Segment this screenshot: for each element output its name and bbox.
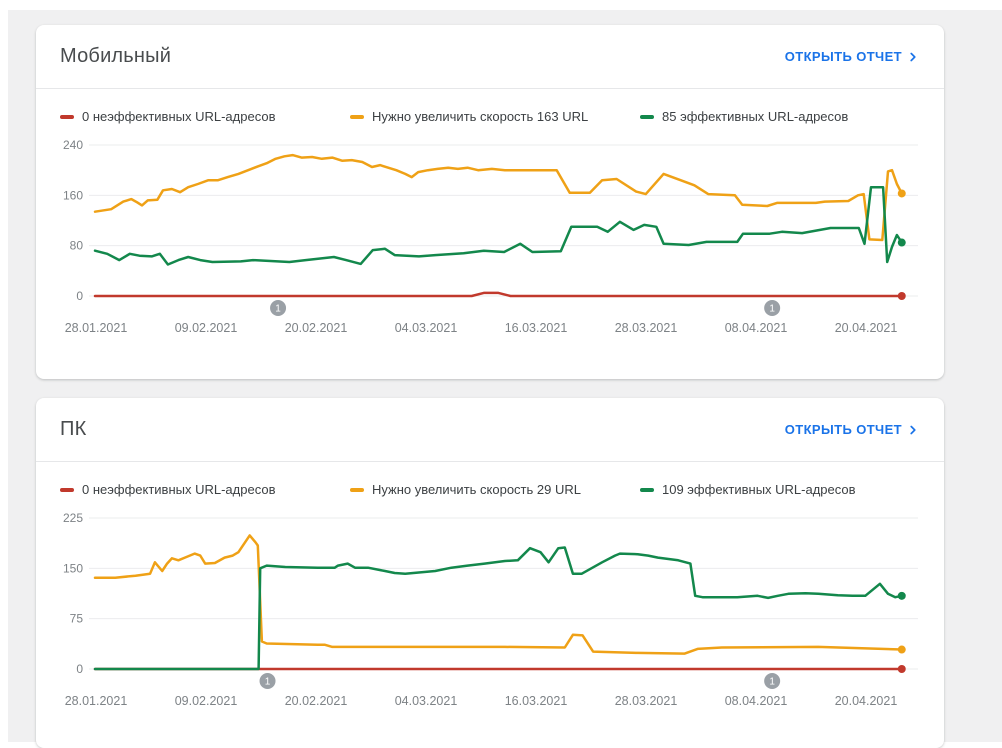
card-mobile: Мобильный ОТКРЫТЬ ОТЧЕТ 0 неэффективных … <box>36 25 944 379</box>
card-desktop-title: ПК <box>60 418 87 440</box>
annotation-marker-label: 1 <box>769 304 775 315</box>
x-axis-date-label: 04.03.2021 <box>395 321 458 335</box>
x-axis-date-label: 28.01.2021 <box>65 694 128 708</box>
annotation-marker[interactable] <box>259 673 276 689</box>
legend-item-needs-improvement[interactable]: Нужно увеличить скорость 163 URL <box>350 109 640 124</box>
legend-item-good[interactable]: 109 эффективных URL-адресов <box>640 482 930 497</box>
legend-label: 0 неэффективных URL-адресов <box>82 109 276 124</box>
card-mobile-title: Мобильный <box>60 45 172 67</box>
legend-item-poor[interactable]: 0 неэффективных URL-адресов <box>60 482 350 497</box>
open-report-link-desktop[interactable]: ОТКРЫТЬ ОТЧЕТ <box>785 422 920 437</box>
legend-item-poor[interactable]: 0 неэффективных URL-адресов <box>60 109 350 124</box>
x-axis-date-label: 28.01.2021 <box>65 321 128 335</box>
series-line-green <box>93 546 904 671</box>
legend-label: 0 неэффективных URL-адресов <box>82 482 276 497</box>
legend-desktop: 0 неэффективных URL-адресов Нужно увелич… <box>36 462 944 497</box>
header-divider <box>36 461 944 462</box>
card-desktop: ПК ОТКРЫТЬ ОТЧЕТ 0 неэффективных URL-адр… <box>36 398 944 748</box>
annotation-marker-label: 1 <box>265 677 271 688</box>
series-line-red <box>93 291 904 298</box>
legend-dash-red-icon <box>60 487 74 492</box>
desktop-urls-line-chart[interactable]: 225 150 75 0 1 1 28.01.2021 09.02.2021 20.02.202… <box>36 503 944 715</box>
y-axis-tick-label: 150 <box>63 561 83 575</box>
x-axis-date-label: 16.03.2021 <box>505 321 568 335</box>
legend-label: Нужно увеличить скорость 163 URL <box>372 109 589 124</box>
annotation-marker[interactable] <box>270 300 287 316</box>
legend-label: Нужно увеличить скорость 29 URL <box>372 482 581 497</box>
legend-dash-orange-icon <box>350 114 364 119</box>
series-line-orange <box>93 534 904 655</box>
y-axis-tick-label: 75 <box>70 612 84 626</box>
x-axis-date-label: 08.04.2021 <box>725 321 788 335</box>
y-axis-tick-label: 0 <box>76 662 83 676</box>
annotation-marker-label: 1 <box>275 304 281 315</box>
y-axis-tick-label: 160 <box>63 188 83 202</box>
y-axis-tick-label: 80 <box>70 239 84 253</box>
chevron-right-icon <box>910 52 916 61</box>
card-desktop-header: ПК ОТКРЫТЬ ОТЧЕТ <box>36 398 944 461</box>
x-axis-date-label: 09.02.2021 <box>175 321 238 335</box>
series-end-dot-red <box>897 665 906 673</box>
x-axis-date-label: 20.04.2021 <box>835 694 898 708</box>
x-axis-date-label: 28.03.2021 <box>615 321 678 335</box>
mobile-urls-line-chart[interactable]: 240 160 80 0 1 1 28.01.2021 09.02.2021 20.02.202… <box>36 130 944 342</box>
legend-dash-green-icon <box>640 487 654 492</box>
x-axis-date-label: 08.04.2021 <box>725 694 788 708</box>
y-axis-tick-label: 225 <box>63 511 83 525</box>
legend-label: 85 эффективных URL-адресов <box>662 109 849 124</box>
legend-item-needs-improvement[interactable]: Нужно увеличить скорость 29 URL <box>350 482 640 497</box>
y-axis-tick-label: 0 <box>76 289 83 303</box>
x-axis-date-label: 20.02.2021 <box>285 694 348 708</box>
series-end-dot-green <box>897 238 906 247</box>
x-axis-date-label: 09.02.2021 <box>175 694 238 708</box>
series-end-dot-red <box>897 292 906 300</box>
x-axis-date-label: 28.03.2021 <box>615 694 678 708</box>
open-report-label: ОТКРЫТЬ ОТЧЕТ <box>784 49 902 64</box>
card-mobile-header: Мобильный ОТКРЫТЬ ОТЧЕТ <box>36 25 944 88</box>
open-report-link-mobile[interactable]: ОТКРЫТЬ ОТЧЕТ <box>785 49 920 64</box>
x-axis-date-label: 16.03.2021 <box>505 694 568 708</box>
annotation-marker[interactable] <box>764 300 781 316</box>
header-divider <box>36 88 944 89</box>
series-end-dot-green <box>897 591 906 600</box>
annotation-marker-label: 1 <box>769 677 775 688</box>
y-axis-tick-label: 240 <box>63 138 83 152</box>
legend-label: 109 эффективных URL-адресов <box>662 482 856 497</box>
legend-mobile: 0 неэффективных URL-адресов Нужно увелич… <box>36 89 944 124</box>
series-line-green <box>93 185 904 266</box>
series-line-orange <box>93 153 904 242</box>
x-axis-date-label: 20.04.2021 <box>835 321 898 335</box>
series-end-dot-orange <box>897 189 906 198</box>
legend-item-good[interactable]: 85 эффективных URL-адресов <box>640 109 930 124</box>
open-report-label: ОТКРЫТЬ ОТЧЕТ <box>784 422 902 437</box>
legend-dash-red-icon <box>60 114 74 119</box>
series-end-dot-orange <box>897 645 906 654</box>
legend-dash-orange-icon <box>350 487 364 492</box>
x-axis-date-label: 20.02.2021 <box>285 321 348 335</box>
annotation-marker[interactable] <box>764 673 781 689</box>
legend-dash-green-icon <box>640 114 654 119</box>
chevron-right-icon <box>910 425 916 434</box>
x-axis-date-label: 04.03.2021 <box>395 694 458 708</box>
